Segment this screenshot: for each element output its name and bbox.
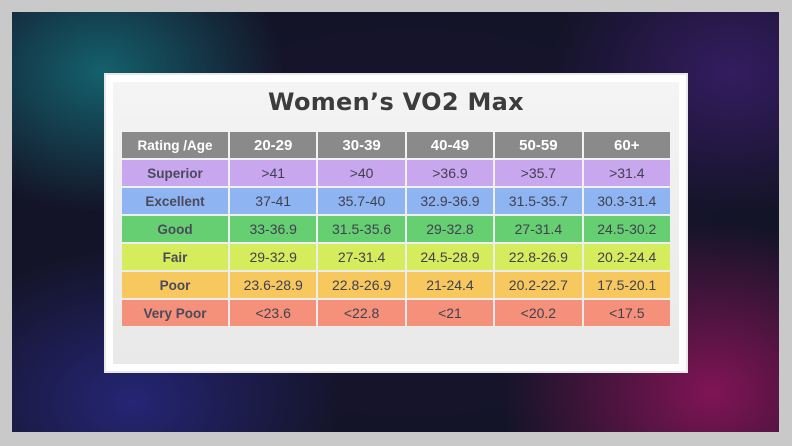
column-header: 30-39 xyxy=(318,132,405,158)
value-cell: >31.4 xyxy=(583,160,670,186)
value-cell: 21-24.4 xyxy=(406,272,494,298)
column-header: 50-59 xyxy=(495,132,582,158)
value-cell: 20.2-24.4 xyxy=(583,244,670,270)
header-row: Rating /Age 20-29 30-39 40-49 50-59 60+ xyxy=(122,132,670,158)
value-cell: 31.5-35.7 xyxy=(495,188,582,214)
column-header: 40-49 xyxy=(406,132,494,158)
table-row: Fair 29-32.9 27-31.4 24.5-28.9 22.8-26.9… xyxy=(122,244,670,270)
value-cell: >40 xyxy=(318,160,405,186)
rating-cell: Fair xyxy=(122,244,228,270)
value-cell: 23.6-28.9 xyxy=(230,272,317,298)
table-row: Superior >41 >40 >36.9 >35.7 >31.4 xyxy=(122,160,670,186)
rating-cell: Good xyxy=(122,216,228,242)
value-cell: 27-31.4 xyxy=(495,216,582,242)
rating-cell: Poor xyxy=(122,272,228,298)
background-frame: Women’s VO2 Max Rating /Age 20-29 30-39 … xyxy=(12,12,779,432)
vo2-max-table: Rating /Age 20-29 30-39 40-49 50-59 60+ … xyxy=(120,130,672,328)
table-body: Superior >41 >40 >36.9 >35.7 >31.4 Excel… xyxy=(122,160,670,326)
value-cell: 30.3-31.4 xyxy=(583,188,670,214)
value-cell: 32.9-36.9 xyxy=(406,188,494,214)
value-cell: 29-32.9 xyxy=(230,244,317,270)
slide-inner: Women’s VO2 Max Rating /Age 20-29 30-39 … xyxy=(113,82,679,364)
value-cell: 33-36.9 xyxy=(230,216,317,242)
value-cell: 17.5-20.1 xyxy=(583,272,670,298)
rating-cell: Superior xyxy=(122,160,228,186)
value-cell: 29-32.8 xyxy=(406,216,494,242)
table-row: Very Poor <23.6 <22.8 <21 <20.2 <17.5 xyxy=(122,300,670,326)
value-cell: <20.2 xyxy=(495,300,582,326)
rating-cell: Excellent xyxy=(122,188,228,214)
value-cell: 35.7-40 xyxy=(318,188,405,214)
table-row: Poor 23.6-28.9 22.8-26.9 21-24.4 20.2-22… xyxy=(122,272,670,298)
value-cell: >41 xyxy=(230,160,317,186)
value-cell: <23.6 xyxy=(230,300,317,326)
rating-cell: Very Poor xyxy=(122,300,228,326)
value-cell: 27-31.4 xyxy=(318,244,405,270)
value-cell: <21 xyxy=(406,300,494,326)
value-cell: >36.9 xyxy=(406,160,494,186)
table-row: Good 33-36.9 31.5-35.6 29-32.8 27-31.4 2… xyxy=(122,216,670,242)
table-row: Excellent 37-41 35.7-40 32.9-36.9 31.5-3… xyxy=(122,188,670,214)
slide: Women’s VO2 Max Rating /Age 20-29 30-39 … xyxy=(106,75,686,371)
value-cell: 22.8-26.9 xyxy=(318,272,405,298)
value-cell: <22.8 xyxy=(318,300,405,326)
value-cell: 24.5-28.9 xyxy=(406,244,494,270)
value-cell: 31.5-35.6 xyxy=(318,216,405,242)
value-cell: 24.5-30.2 xyxy=(583,216,670,242)
column-header: 60+ xyxy=(583,132,670,158)
value-cell: 37-41 xyxy=(230,188,317,214)
corner-header: Rating /Age xyxy=(122,132,228,158)
column-header: 20-29 xyxy=(230,132,317,158)
value-cell: 22.8-26.9 xyxy=(495,244,582,270)
value-cell: 20.2-22.7 xyxy=(495,272,582,298)
value-cell: >35.7 xyxy=(495,160,582,186)
chart-title: Women’s VO2 Max xyxy=(268,88,524,116)
value-cell: <17.5 xyxy=(583,300,670,326)
